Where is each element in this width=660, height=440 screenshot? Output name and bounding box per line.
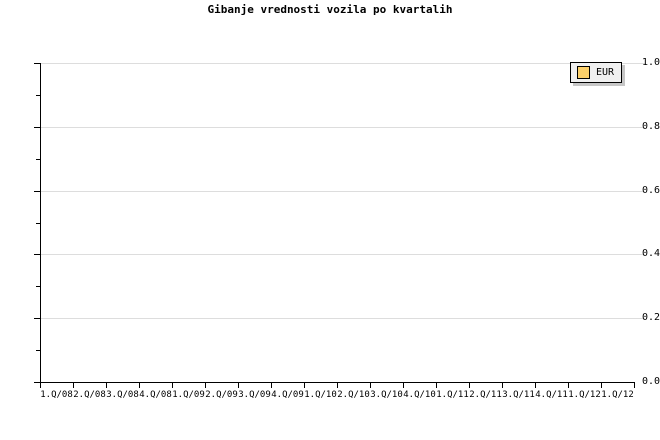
x-axis-tick — [106, 383, 107, 388]
x-axis-tick-label: 3.Q/09 — [238, 390, 271, 400]
x-axis-tick — [40, 383, 41, 388]
x-axis-tick — [271, 383, 272, 388]
y-axis-minor-tick — [36, 223, 40, 224]
legend-swatch-eur-icon — [577, 66, 590, 79]
y-axis-minor-tick — [36, 350, 40, 351]
y-axis-tick-label: 1.0 — [641, 57, 660, 68]
y-axis-tick — [34, 318, 40, 319]
gridline — [40, 318, 645, 319]
y-axis-tick — [34, 382, 40, 383]
x-axis-tick-label: 1.Q/12 — [568, 390, 601, 400]
y-axis-minor-tick — [36, 95, 40, 96]
y-axis-tick — [34, 127, 40, 128]
x-axis-tick — [304, 383, 305, 388]
y-axis-tick-label: 0.8 — [641, 121, 660, 132]
x-axis-tick-label: 2.Q/11 — [469, 390, 502, 400]
legend-label-eur: EUR — [596, 66, 615, 78]
x-axis-tick — [403, 383, 404, 388]
chart-legend[interactable]: EUR — [570, 62, 623, 83]
x-axis-tick — [238, 383, 239, 388]
x-axis-tick-label: 3.Q/11 — [502, 390, 535, 400]
x-axis-tick — [205, 383, 206, 388]
y-axis-spine — [40, 63, 41, 383]
gridline — [40, 127, 645, 128]
x-axis-tick — [568, 383, 569, 388]
x-axis-tick — [634, 383, 635, 388]
chart-title: Gibanje vrednosti vozila po kvartalih — [207, 3, 453, 16]
plot-area — [40, 63, 634, 382]
y-axis-minor-tick — [36, 159, 40, 160]
y-axis-minor-tick — [36, 286, 40, 287]
gridline — [40, 63, 645, 64]
gridline — [40, 191, 645, 192]
x-axis-tick — [337, 383, 338, 388]
x-axis-tick-label: 1.Q/10 — [304, 390, 337, 400]
y-axis-tick-label: 0.0 — [641, 376, 660, 387]
y-axis-tick — [34, 254, 40, 255]
x-axis-tick-label: 4.Q/11 — [535, 390, 568, 400]
x-axis-tick — [370, 383, 371, 388]
y-axis-tick-label: 0.2 — [641, 312, 660, 323]
x-axis-tick — [601, 383, 602, 388]
x-axis-spine — [40, 382, 635, 383]
y-axis-tick-label: 0.4 — [641, 248, 660, 259]
y-axis-tick — [34, 63, 40, 64]
x-axis-tick — [535, 383, 536, 388]
x-axis-tick-label: 1.Q/08 — [40, 390, 73, 400]
x-axis-tick-label: 1.Q/09 — [172, 390, 205, 400]
x-axis-tick-label: 2.Q/09 — [205, 390, 238, 400]
x-axis-tick-label: 3.Q/10 — [370, 390, 403, 400]
x-axis-tick-label: 2.Q/10 — [337, 390, 370, 400]
x-axis-tick-label: 1.Q/11 — [436, 390, 469, 400]
gridline — [40, 254, 645, 255]
x-axis-tick — [436, 383, 437, 388]
x-axis-tick-label: 4.Q/09 — [271, 390, 304, 400]
x-axis-tick — [73, 383, 74, 388]
x-axis-tick — [139, 383, 140, 388]
y-axis-tick — [34, 191, 40, 192]
x-axis-tick-label: 1.Q/12 — [601, 390, 634, 400]
x-axis-tick-label: 3.Q/08 — [106, 390, 139, 400]
x-axis-tick-label: 4.Q/08 — [139, 390, 172, 400]
x-axis-tick — [172, 383, 173, 388]
x-axis-tick — [469, 383, 470, 388]
x-axis-tick-label: 4.Q/10 — [403, 390, 436, 400]
x-axis-tick-label: 2.Q/08 — [73, 390, 106, 400]
y-axis-tick-label: 0.6 — [641, 185, 660, 196]
x-axis-tick — [502, 383, 503, 388]
